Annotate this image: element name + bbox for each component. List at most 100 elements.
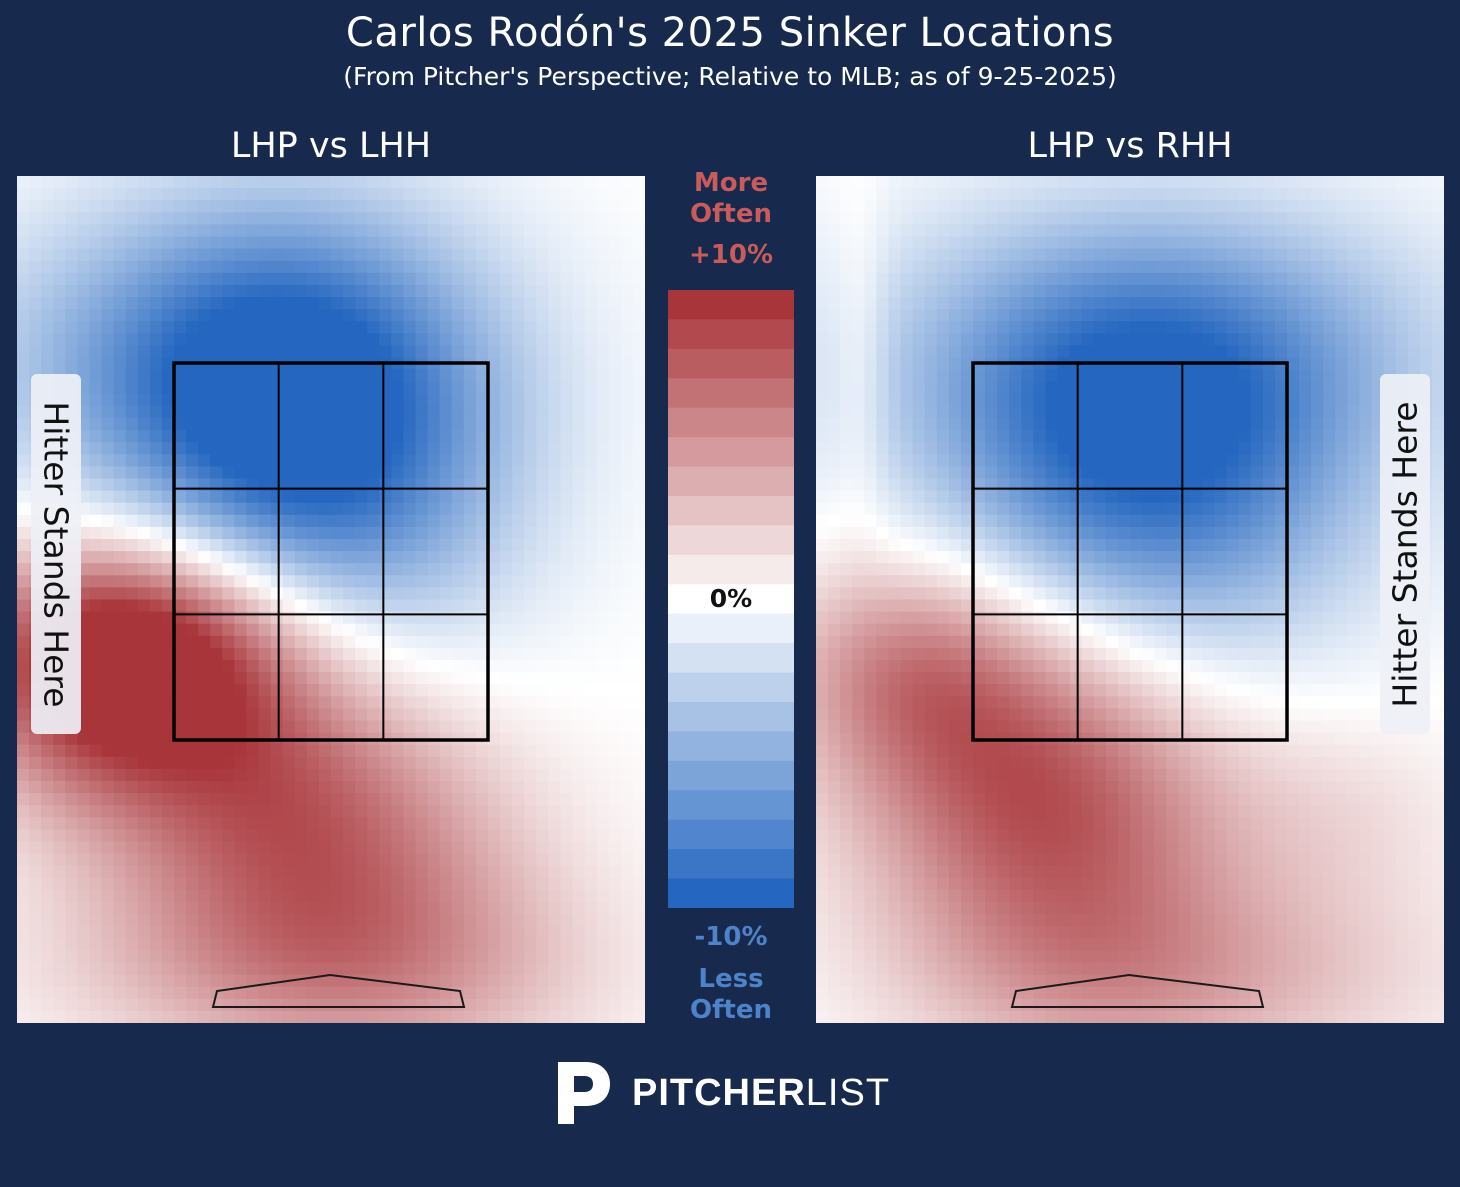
heatmap-cell xyxy=(1274,430,1288,443)
heatmap-cell xyxy=(379,853,392,867)
heatmap-cell xyxy=(53,248,66,262)
heatmap-cell xyxy=(1359,381,1373,395)
heatmap-cell xyxy=(948,418,962,431)
heatmap-cell xyxy=(101,599,115,613)
heatmap-cell xyxy=(948,369,962,383)
heatmap-cell xyxy=(620,551,634,564)
heatmap-cell xyxy=(608,224,622,238)
heatmap-cell xyxy=(234,212,248,225)
heatmap-cell xyxy=(1009,200,1022,213)
heatmap-cell xyxy=(548,926,562,939)
heatmap-cell xyxy=(1105,176,1119,189)
heatmap-cell xyxy=(234,829,248,843)
heatmap-cell xyxy=(960,405,974,419)
heatmap-cell xyxy=(294,672,308,685)
heatmap-cell xyxy=(584,986,598,1000)
heatmap-cell xyxy=(17,454,30,467)
heatmap-cell xyxy=(125,224,139,238)
heatmap-cell xyxy=(1431,381,1444,395)
heatmap-cell xyxy=(572,865,586,879)
heatmap-cell xyxy=(512,853,525,867)
heatmap-cell xyxy=(355,514,368,528)
heatmap-cell xyxy=(391,418,405,431)
heatmap-cell xyxy=(1057,224,1071,238)
heatmap-cell xyxy=(512,805,525,818)
heatmap-cell xyxy=(596,200,610,213)
heatmap-cell xyxy=(234,889,248,903)
heatmap-cell xyxy=(137,309,151,322)
heatmap-cell xyxy=(186,902,199,915)
heatmap-cell xyxy=(451,236,465,250)
heatmap-cell xyxy=(379,938,392,951)
heatmap-cell xyxy=(451,974,465,988)
heatmap-cell xyxy=(149,284,163,298)
heatmap-cell xyxy=(1311,442,1324,455)
heatmap-cell xyxy=(355,369,368,383)
heatmap-panel-lhh: Hitter Stands Here xyxy=(17,176,645,1023)
heatmap-cell xyxy=(1287,297,1300,310)
heatmap-cell xyxy=(924,478,938,492)
heatmap-cell xyxy=(439,297,453,310)
heatmap-cell xyxy=(1081,345,1095,359)
heatmap-cell xyxy=(439,248,453,262)
heatmap-cell xyxy=(246,623,260,637)
heatmap-cell xyxy=(415,647,429,661)
heatmap-cell xyxy=(488,611,501,625)
heatmap-cell xyxy=(1057,393,1071,407)
heatmap-cell xyxy=(1081,176,1095,189)
heatmap-cell xyxy=(318,587,332,601)
heatmap-cell xyxy=(608,200,622,213)
heatmap-cell xyxy=(161,309,175,322)
heatmap-cell xyxy=(379,914,392,927)
heatmap-cell xyxy=(1190,284,1204,298)
heatmap-cell xyxy=(174,974,187,988)
heatmap-cell xyxy=(888,260,902,274)
heatmap-cell xyxy=(53,236,66,250)
heatmap-cell xyxy=(1190,393,1204,407)
heatmap-cell xyxy=(596,768,610,782)
heatmap-cell xyxy=(1081,333,1095,346)
heatmap-cell xyxy=(536,272,549,286)
heatmap-cell xyxy=(608,297,622,310)
heatmap-cell xyxy=(391,284,405,298)
heatmap-cell xyxy=(282,998,296,1012)
heatmap-cell xyxy=(198,793,211,806)
heatmap-cell xyxy=(282,938,296,951)
heatmap-cell xyxy=(1347,200,1361,213)
heatmap-cell xyxy=(451,720,465,734)
heatmap-cell xyxy=(379,805,392,818)
heatmap-cell xyxy=(294,393,308,407)
heatmap-cell xyxy=(367,248,380,262)
heatmap-cell xyxy=(475,526,489,540)
heatmap-cell xyxy=(1154,333,1167,346)
heatmap-cell xyxy=(1335,176,1348,189)
heatmap-cell xyxy=(89,720,103,734)
heatmap-cell xyxy=(1274,236,1288,250)
heatmap-cell xyxy=(198,563,211,576)
heatmap-cell xyxy=(608,345,622,359)
heatmap-cell xyxy=(1299,454,1312,467)
heatmap-cell xyxy=(306,756,320,770)
heatmap-cell xyxy=(1299,260,1312,274)
heatmap-cell xyxy=(1033,381,1047,395)
heatmap-cell xyxy=(596,998,610,1012)
heatmap-cell xyxy=(1311,309,1324,322)
heatmap-cell xyxy=(475,684,489,697)
heatmap-cell xyxy=(125,599,139,613)
heatmap-cell xyxy=(343,768,356,782)
heatmap-cell xyxy=(415,393,429,407)
heatmap-cell xyxy=(161,430,175,443)
heatmap-cell xyxy=(1383,284,1397,298)
heatmap-cell xyxy=(439,526,453,540)
heatmap-cell xyxy=(512,877,525,891)
heatmap-cell xyxy=(1190,176,1204,189)
heatmap-cell xyxy=(210,672,223,685)
heatmap-cell xyxy=(125,744,139,758)
heatmap-cell xyxy=(294,744,308,758)
heatmap-cell xyxy=(282,781,296,794)
heatmap-cell xyxy=(828,188,841,201)
heatmap-cell xyxy=(1407,176,1421,189)
heatmap-cell xyxy=(367,696,380,709)
heatmap-cell xyxy=(1262,309,1276,322)
heatmap-cell xyxy=(1274,224,1288,238)
